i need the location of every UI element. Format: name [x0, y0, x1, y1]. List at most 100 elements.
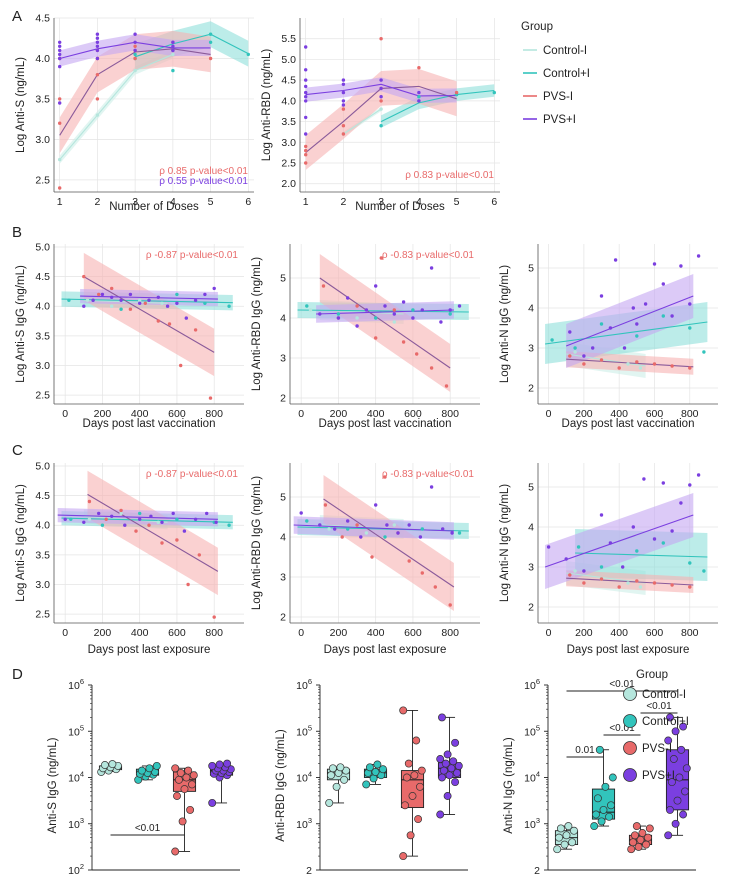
data-point-control-plusi [607, 801, 615, 810]
data-point-control-plusi [492, 90, 496, 95]
data-point-pvs-plusi [642, 477, 646, 481]
data-point-pvs-plusi [564, 557, 568, 561]
x-tick-label: 0 [546, 408, 552, 420]
x-tick-label: 2 [94, 196, 100, 208]
data-point-control-plusi [373, 760, 382, 769]
data-point-pvs-plusi [670, 529, 674, 533]
data-point-pvs-minus-i [433, 585, 437, 589]
data-point-control-minus-i [379, 107, 383, 111]
y-tick-label: 2.0 [281, 178, 296, 190]
data-point-pvs-plusi [379, 95, 383, 99]
data-point-pvs-plusi [599, 294, 604, 298]
data-point-pvs-plusi [97, 511, 101, 516]
p-value-label: <0.01 [609, 679, 635, 690]
data-point-control-plusi [138, 511, 142, 516]
panel-letter-a: A [12, 8, 23, 25]
data-point-control-minus-i [556, 824, 565, 833]
data-point-control-plusi [374, 316, 378, 320]
data-point-pvs-plusi [341, 103, 346, 107]
data-point-control-plusi [457, 531, 462, 535]
x-tick-label: 400 [131, 408, 149, 420]
data-point-control-minus-i [564, 822, 573, 831]
correlation-annotation: ρ -0.83 p-value<0.01 [382, 469, 475, 480]
data-point-pvs-plusi [385, 523, 389, 527]
data-point-pvs-minus-i [193, 328, 198, 332]
data-point-control-plusi [420, 527, 424, 531]
data-point-pvs-minus-i [399, 706, 408, 715]
data-point-pvs-minus-i [147, 523, 151, 527]
data-point-pvs-minus-i [408, 792, 417, 800]
data-point-control-plusi [661, 541, 665, 545]
data-point-pvs-minus-i [599, 358, 604, 362]
data-point-pvs-plusi [171, 511, 175, 516]
fit-line-pvs-plusi [544, 514, 694, 568]
data-point-pvs-plusi [123, 523, 127, 527]
data-point-pvs-plusi [448, 308, 452, 312]
data-point-pvs-minus-i [58, 97, 62, 101]
data-point-pvs-plusi [608, 326, 613, 330]
x-tick-label: 800 [441, 408, 459, 420]
y-tick-label: 103 [68, 816, 84, 831]
data-point-control-plusi [145, 764, 154, 773]
correlation-annotation: ρ 0.83 p-value<0.01 [405, 170, 494, 181]
chart-c1: 0 200 400 600 800 2.5 3.0 3.5 4.0 4.5 5.0 Days post… [15, 460, 244, 656]
data-point-control-plusi [576, 545, 581, 549]
x-tick-label: 800 [441, 627, 459, 639]
data-point-pvs-plusi [133, 48, 137, 53]
x-tick-label: 800 [205, 408, 223, 420]
y-tick-base: 2 [534, 865, 540, 877]
data-point-control-plusi [227, 304, 231, 308]
x-axis-label: Days post last vaccination [319, 418, 452, 430]
data-point-control-plusi [383, 535, 387, 539]
data-point-pvs-plusi [91, 298, 95, 302]
data-point-control-plusi [608, 773, 617, 782]
data-point-pvs-minus-i [417, 766, 426, 775]
data-point-pvs-minus-i [208, 56, 213, 61]
y-axis-label: Log Anti-N IgG (ng/mL) [499, 265, 511, 383]
data-point-control-plusi [605, 812, 614, 821]
data-point-pvs-minus-i [379, 37, 383, 41]
data-point-control-minus-i [553, 845, 562, 854]
data-point-pvs-minus-i [635, 579, 639, 583]
y-tick-label: 5.0 [35, 241, 50, 253]
x-tick-label: 800 [205, 627, 223, 639]
fit-line-control-minus-i [59, 53, 174, 160]
data-point-control-minus-i [110, 304, 114, 308]
x-tick-label: 600 [646, 627, 664, 639]
data-point-pvs-minus-i [688, 366, 692, 370]
data-point-pvs-plusi [299, 511, 303, 515]
y-tick-exponent: 6 [308, 677, 312, 686]
data-point-pvs-plusi [100, 292, 105, 297]
legend-label: PVS-I [642, 743, 672, 755]
data-point-pvs-minus-i [212, 615, 216, 619]
data-point-pvs-plusi [95, 36, 100, 40]
data-point-pvs-plusi [441, 527, 445, 531]
x-tick-label: 3 [132, 196, 138, 208]
data-point-pvs-plusi [688, 483, 692, 487]
data-point-pvs-plusi [696, 473, 701, 477]
data-point-control-plusi [379, 124, 383, 128]
y-tick-label: 3 [280, 572, 286, 584]
data-point-control-plusi [365, 763, 374, 772]
x-tick-label: 800 [681, 627, 699, 639]
correlation-annotation: ρ -0.83 p-value<0.01 [382, 250, 475, 261]
data-point-pvs-minus-i [171, 847, 180, 856]
data-point-pvs-plusi [670, 314, 674, 318]
data-point-pvs-minus-i [688, 585, 692, 589]
data-point-control-minus-i [156, 520, 160, 524]
data-point-pvs-plusi [128, 292, 133, 297]
data-point-pvs-plusi [138, 517, 142, 521]
data-point-control-plusi [590, 822, 599, 831]
x-tick-label: 0 [298, 627, 304, 639]
data-point-pvs-plusi [58, 52, 62, 57]
data-point-pvs-minus-i [629, 838, 637, 847]
data-point-control-minus-i [108, 760, 117, 769]
data-point-pvs-minus-i [635, 360, 639, 364]
data-point-control-minus-i [95, 113, 100, 117]
data-point-pvs-minus-i [208, 396, 213, 400]
data-point-pvs-plusi [336, 316, 341, 320]
y-tick-exponent: 3 [308, 816, 312, 825]
chart-a2: 1 2 3 4 5 6 2.0 2.5 3.0 3.5 4.0 4.5 5.0 5.5 Number of … [261, 18, 500, 213]
y-tick-label: 104 [524, 770, 540, 785]
